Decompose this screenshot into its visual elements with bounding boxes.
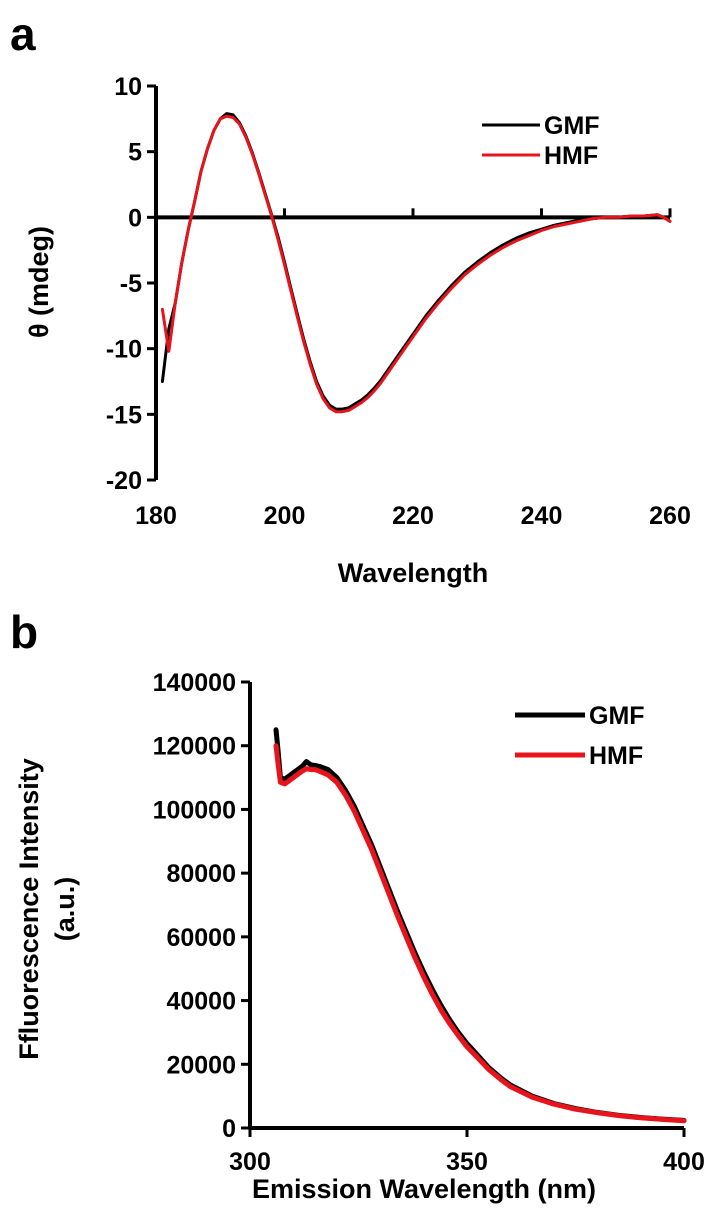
panel-a-series-hmf-line	[160, 114, 672, 414]
panel-b-x-tick-label: 400	[663, 1148, 705, 1176]
panel-b-legend: GMF HMF	[515, 702, 645, 770]
panel-a-y-tick-label: -20	[106, 467, 142, 495]
panel-b-series-hmf-line	[273, 743, 687, 1124]
panel-a-x-tick-label: 200	[264, 502, 306, 530]
panel-b-y-tick-label: 120000	[153, 733, 236, 761]
panel-b-chart: b Ffluorescence Intensity (a.u.) Emissio…	[10, 606, 705, 1204]
panel-a-legend-label-gmf: GMF	[544, 112, 600, 140]
panel-b-y-tick-label: 100000	[153, 796, 236, 824]
panel-b-y-axis-title-units: (a.u.)	[50, 877, 80, 942]
panel-a-axes: 10 5 0 -5 -10 -15 -20 180 200 220 240 260	[106, 73, 691, 530]
panel-a-y-tick-label: -15	[106, 401, 142, 429]
panel-b-y-tick-label: 20000	[166, 1051, 236, 1079]
panel-b-y-axis-title: Ffluorescence Intensity	[14, 758, 44, 1060]
panel-b-y-tick-label: 0	[222, 1115, 236, 1143]
panel-a-x-tick-label: 240	[521, 502, 563, 530]
panel-a-label: a	[10, 8, 36, 60]
panel-a-x-axis-title: Wavelength	[338, 558, 489, 588]
panel-a-y-tick-label: 10	[114, 73, 142, 101]
panel-a-chart: a θ (mdeg) Wavelength 10 5 0 -5 -10 -15 -20 180…	[10, 8, 691, 588]
panel-b-x-tick-label: 350	[446, 1148, 488, 1176]
panel-a-y-tick-label: -10	[106, 336, 142, 364]
panel-b-legend-label-gmf: GMF	[589, 702, 645, 730]
panel-a-x-tick-label: 260	[649, 502, 691, 530]
panel-b-x-axis-title: Emission Wavelength (nm)	[252, 1174, 596, 1204]
panel-a-y-tick-label: 0	[128, 204, 142, 232]
panel-b-y-tick-label: 140000	[153, 669, 236, 697]
panel-a-y-tick-label: 5	[128, 139, 142, 167]
panel-a-y-axis-title: θ (mdeg)	[24, 226, 54, 338]
panel-b-label: b	[10, 606, 38, 658]
panel-a-x-tick-label: 220	[392, 502, 434, 530]
panel-a-series	[160, 112, 672, 414]
panel-b-y-tick-label: 80000	[166, 860, 236, 888]
panel-b-y-tick-label: 40000	[166, 988, 236, 1016]
panel-b-axes: 140000 120000 100000 80000 60000 40000 20000 0 3…	[153, 669, 705, 1176]
panel-b-series	[273, 727, 687, 1124]
panel-a-legend-label-hmf: HMF	[544, 142, 598, 170]
panel-b-y-tick-label: 60000	[166, 924, 236, 952]
panel-b-x-tick-label: 300	[229, 1148, 271, 1176]
panel-a-x-tick-label: 180	[135, 502, 177, 530]
panel-a-y-tick-label: -5	[120, 270, 142, 298]
panel-b-legend-label-hmf: HMF	[589, 742, 643, 770]
